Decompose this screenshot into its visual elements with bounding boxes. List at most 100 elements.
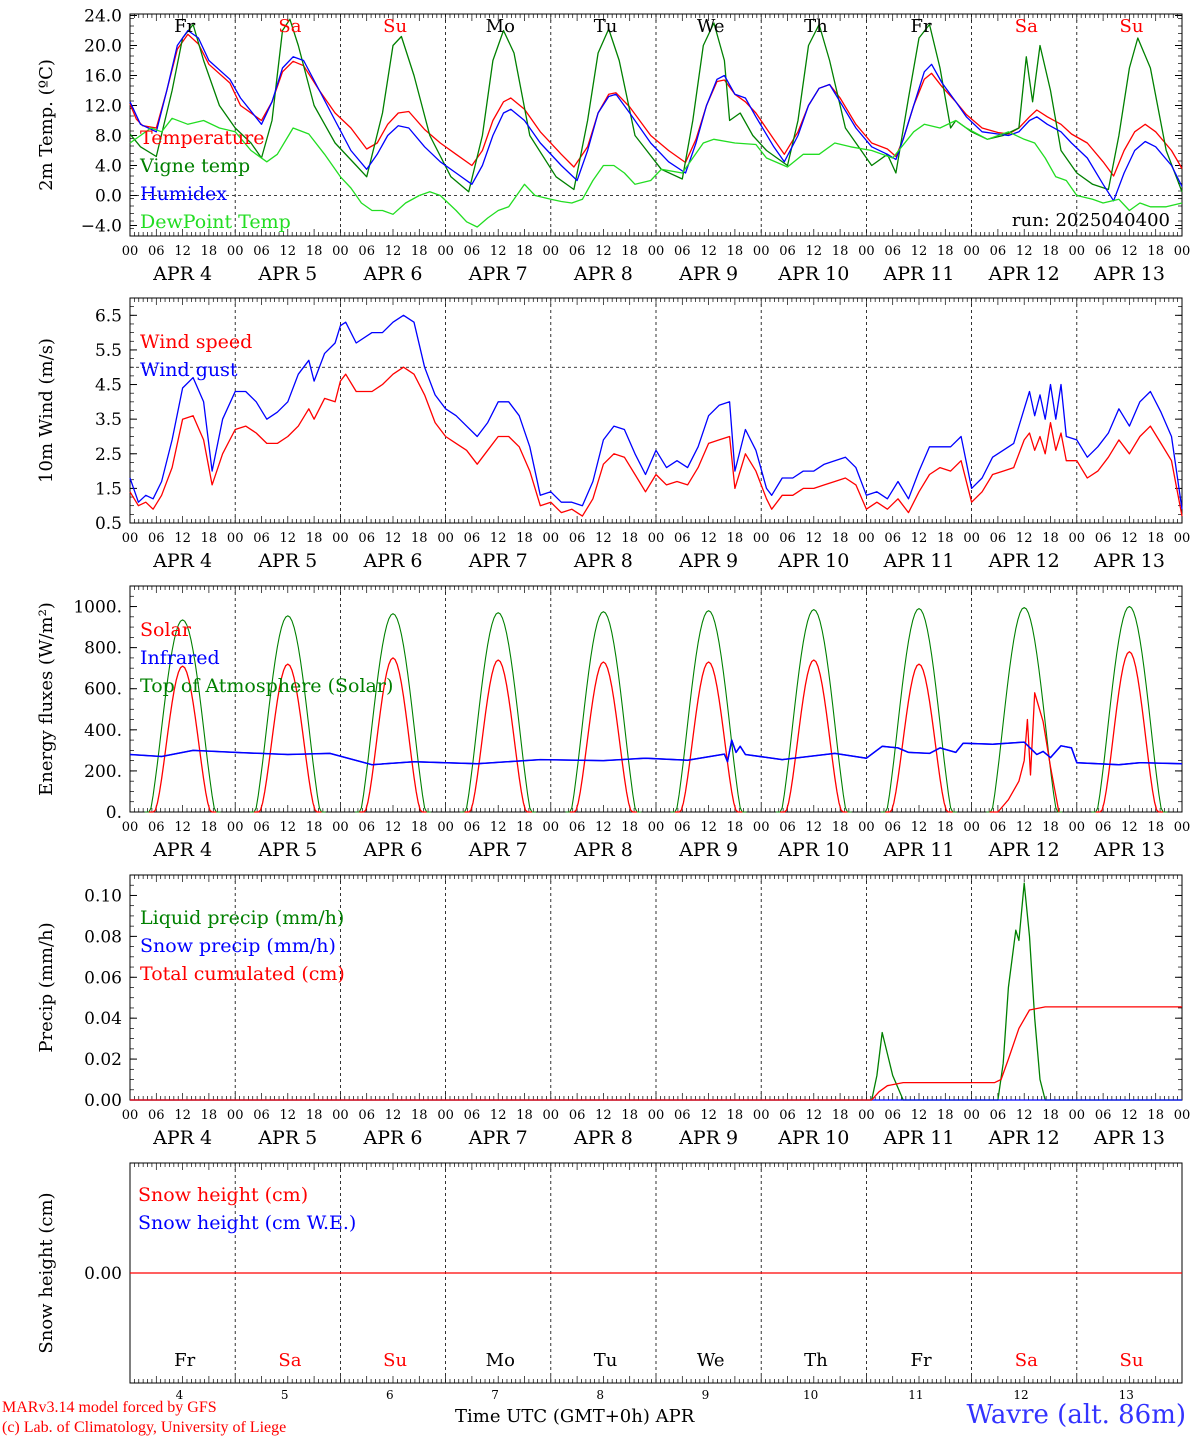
weekday-label: Sa [1015,16,1038,37]
y-tick-label: 0.08 [84,927,122,947]
hour-label: 00 [648,820,665,835]
date-label: APR 10 [777,1127,849,1149]
day-number-label: 7 [491,1388,499,1402]
y-tick-label: 0.00 [84,1091,122,1111]
hour-label: 12 [806,820,823,835]
hour-label: 06 [464,1108,481,1123]
legend-entry: DewPoint Temp [140,211,291,233]
hour-label: 18 [201,244,218,259]
toa-solar-curve [1091,605,1168,813]
weekday-label: Tu [594,16,618,37]
hour-label: 06 [358,820,375,835]
hour-label: 12 [280,1108,297,1123]
hour-label: 06 [253,1108,270,1123]
hour-label: 12 [911,1108,928,1123]
toa-solar-curve [775,609,852,813]
legend-entry: Wind gust [140,359,238,381]
panel-5: 0.00 Snow height (cm) Snow height (cm) Snow… [36,1162,1183,1402]
legend-entry: Liquid precip (mm/h) [140,907,344,929]
hour-label: 12 [1121,820,1138,835]
hour-label: 12 [1016,1108,1033,1123]
y-tick-label: 600. [84,680,122,700]
y-tick-label: 4.5 [95,376,122,396]
hour-label: 12 [490,531,507,546]
hour-label: 18 [516,531,533,546]
day-number-label: 9 [702,1388,710,1402]
hour-label: 18 [1147,531,1164,546]
date-label: APR 5 [257,263,317,285]
hour-label: 12 [700,1108,717,1123]
weekday-label: Sa [278,1350,301,1371]
hour-label: 00 [753,244,770,259]
hour-label: 00 [437,1108,454,1123]
y-tick-label: 1.5 [95,479,122,499]
date-label: APR 8 [573,263,633,285]
solar-curve [569,661,638,813]
hour-label: 06 [148,244,165,259]
date-label: APR 13 [1093,263,1165,285]
day-number-label: 6 [386,1388,394,1402]
date-label: APR 12 [988,1127,1060,1149]
hour-label: 18 [516,1108,533,1123]
toa-solar-curve [881,608,957,813]
hour-label: 18 [516,244,533,259]
hour-label: 00 [122,244,139,259]
hour-label: 06 [358,1108,375,1123]
hour-label: 18 [1042,244,1059,259]
date-label: APR 11 [882,263,954,285]
hour-label: 18 [201,1108,218,1123]
hour-label: 06 [253,244,270,259]
weekday-label: Su [1120,1350,1144,1371]
hour-label: 12 [174,1108,191,1123]
panel-4: 0.10 0.08 0.06 0.04 0.02 0.00 Precip (mm/h) 00 0… [36,874,1190,1149]
hour-label: 06 [464,244,481,259]
hour-label: 00 [963,820,980,835]
date-label: APR 6 [363,550,423,572]
y-tick-label: 2.5 [95,445,122,465]
day-number-label: 12 [1013,1388,1028,1402]
toa-solar-curve [144,619,221,813]
hour-label: 06 [990,1108,1007,1123]
y-tick-label: 24.0 [84,7,122,27]
hour-label: 00 [122,531,139,546]
hour-label: 06 [253,531,270,546]
toa-solar-curve [670,610,747,813]
hour-label: 12 [806,244,823,259]
date-label: APR 5 [257,839,317,861]
hour-label: 00 [963,531,980,546]
solar-curve [359,657,427,813]
hour-label: 18 [621,244,638,259]
hour-label: 18 [727,1108,744,1123]
hour-label: 12 [1016,244,1033,259]
hour-label: 06 [884,820,901,835]
day-number-label: 10 [803,1388,818,1402]
day-number-label: 8 [596,1388,604,1402]
solar-curve [148,665,217,813]
hour-label: 00 [437,244,454,259]
hour-label: 00 [332,1108,349,1123]
hour-label: 12 [280,244,297,259]
hour-label: 12 [490,820,507,835]
toa-solar-curve [565,611,642,813]
weekday-label: Sa [1015,1350,1038,1371]
hour-label: 12 [280,820,297,835]
hour-label: 12 [174,244,191,259]
weekday-label: Fr [911,16,932,37]
date-label: APR 13 [1093,1127,1165,1149]
hour-label: 00 [332,244,349,259]
date-label: APR 11 [882,839,954,861]
weekday-label: Su [383,16,407,37]
hour-label: 18 [201,820,218,835]
hour-label: 18 [411,531,428,546]
hour-label: 18 [1042,1108,1059,1123]
hour-label: 00 [1069,1108,1086,1123]
y-axis-label: Snow height (cm) [36,1192,57,1353]
date-label: APR 11 [882,1127,954,1149]
date-label: APR 6 [363,1127,423,1149]
y-tick-label: −4.0 [81,217,122,237]
hour-label: 12 [911,244,928,259]
hour-label: 00 [227,1108,244,1123]
hour-label: 00 [858,1108,875,1123]
y-tick-label: 0.0 [95,187,122,207]
hour-label: 18 [832,531,849,546]
